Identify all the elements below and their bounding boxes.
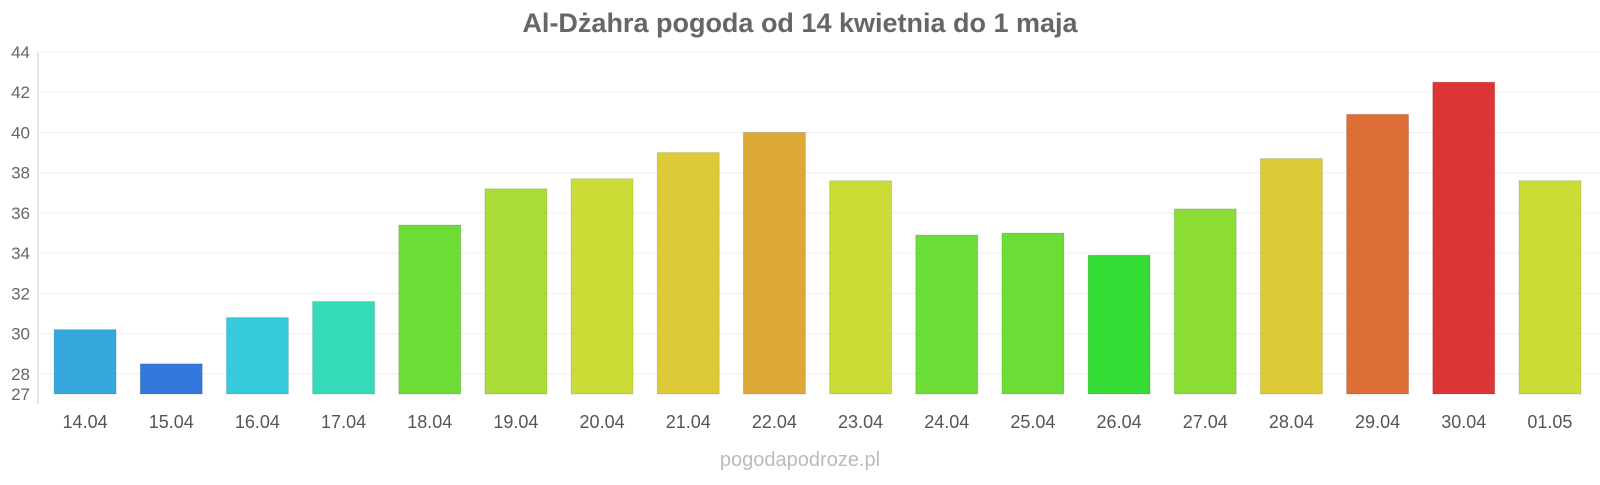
x-tick-label: 30.04 [1441, 412, 1486, 432]
y-tick-label: 40 [11, 123, 30, 142]
y-tick-label: 30 [11, 325, 30, 344]
x-tick-label: 19.04 [493, 412, 538, 432]
y-tick-label: 32 [11, 284, 30, 303]
x-tick-label: 28.04 [1269, 412, 1314, 432]
x-tick-label: 23.04 [838, 412, 883, 432]
x-tick-label: 14.04 [63, 412, 108, 432]
bar-15.04[interactable] [139, 363, 203, 395]
x-tick-label: 24.04 [924, 412, 969, 432]
bar-17.04[interactable] [312, 300, 376, 395]
x-tick-label: 17.04 [321, 412, 366, 432]
y-tick-label: 42 [11, 83, 30, 102]
y-tick-label: 36 [11, 204, 30, 223]
x-tick-label: 18.04 [407, 412, 452, 432]
bar-27.04[interactable] [1173, 208, 1237, 395]
x-tick-label: 25.04 [1010, 412, 1055, 432]
grid-lines [38, 51, 1600, 375]
x-axis-ticks: 14.04 15.04 16.04 17.04 18.04 19.04 20.04 21.04… [63, 412, 1573, 432]
x-tick-label: 20.04 [580, 412, 625, 432]
x-tick-label: 29.04 [1355, 412, 1400, 432]
bar-18.04[interactable] [398, 224, 462, 395]
bar-23.04[interactable] [829, 180, 893, 395]
x-tick-label: 22.04 [752, 412, 797, 432]
bar-28.04[interactable] [1259, 158, 1323, 395]
bar-01.05[interactable] [1518, 180, 1582, 395]
x-tick-label: 21.04 [666, 412, 711, 432]
y-tick-label: 28 [11, 365, 30, 384]
credit-text[interactable]: pogodapodroze.pl [720, 449, 880, 471]
x-tick-label: 27.04 [1183, 412, 1228, 432]
x-tick-label: 26.04 [1097, 412, 1142, 432]
chart-title: Al-Dżahra pogoda od 14 kwietnia do 1 maj… [522, 8, 1078, 38]
x-tick-label: 15.04 [149, 412, 194, 432]
bar-21.04[interactable] [656, 152, 720, 395]
bar-24.04[interactable] [915, 234, 979, 395]
x-tick-label: 01.05 [1527, 412, 1572, 432]
y-tick-label: 44 [11, 43, 30, 62]
bar-19.04[interactable] [484, 188, 548, 395]
y-tick-label: 38 [11, 164, 30, 183]
bar-26.04[interactable] [1087, 254, 1151, 395]
bar-16.04[interactable] [225, 317, 289, 395]
bar-20.04[interactable] [570, 178, 634, 395]
bars [53, 81, 1582, 395]
bar-22.04[interactable] [742, 131, 806, 395]
y-tick-label: 34 [11, 244, 30, 263]
bar-30.04[interactable] [1432, 81, 1496, 395]
bar-14.04[interactable] [53, 329, 117, 395]
y-tick-label: 27 [11, 385, 30, 404]
bar-29.04[interactable] [1346, 113, 1410, 395]
bar-25.04[interactable] [1001, 232, 1065, 395]
x-tick-label: 16.04 [235, 412, 280, 432]
